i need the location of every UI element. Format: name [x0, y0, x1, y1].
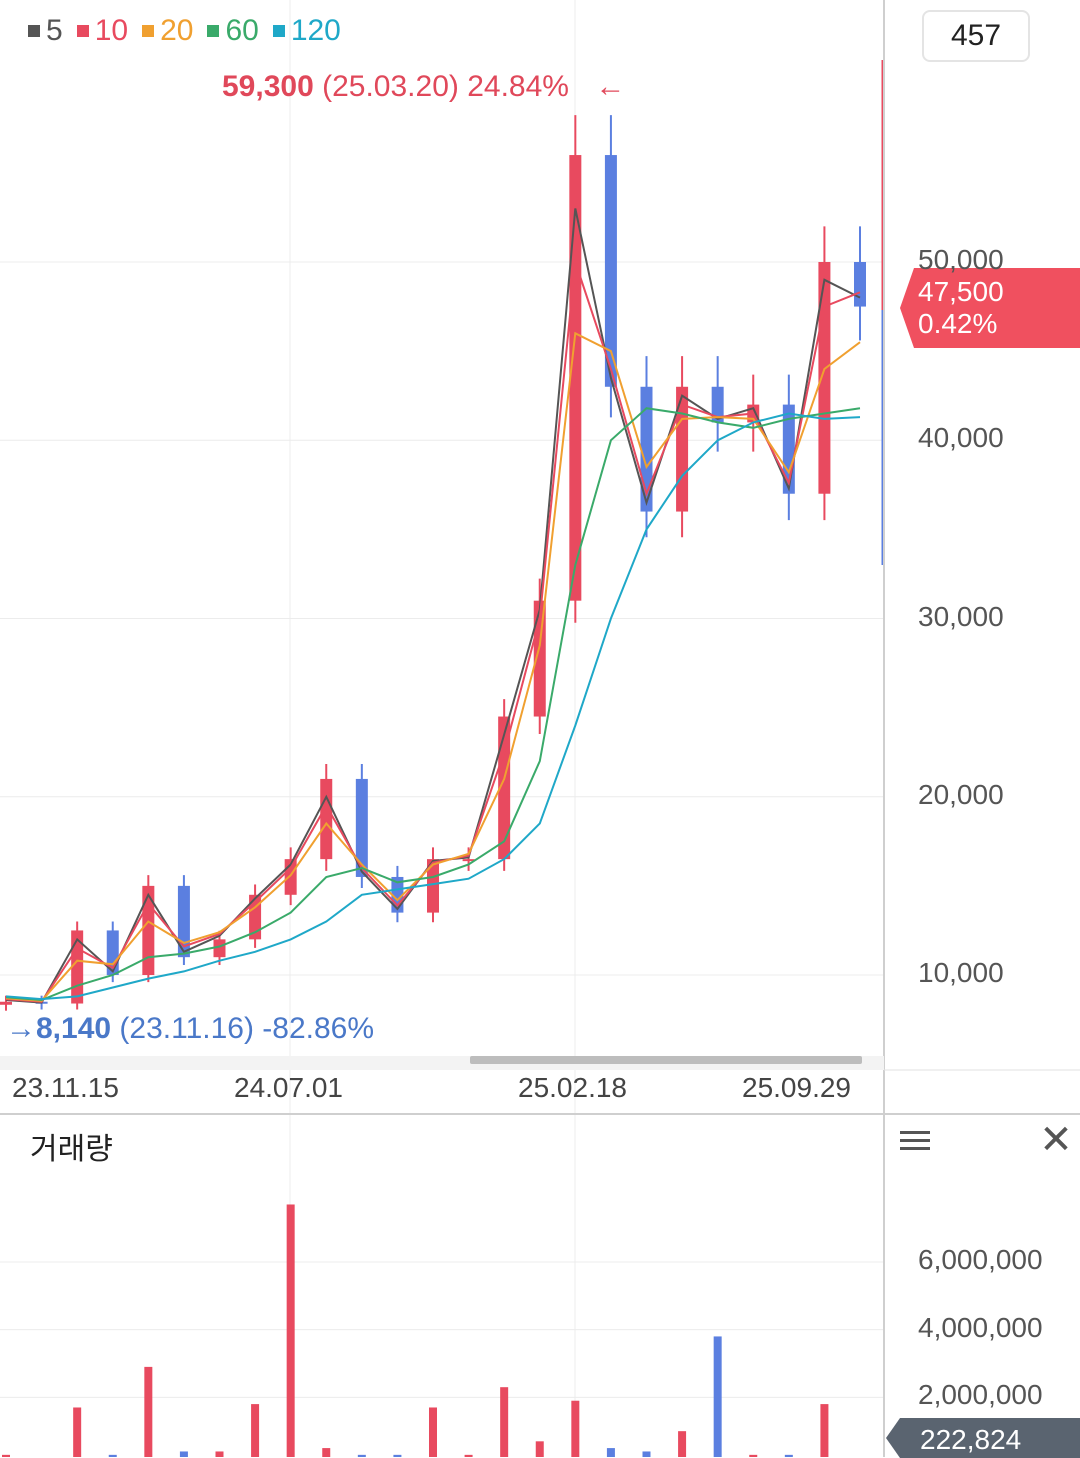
legend-item-ma10[interactable]: 10 — [76, 14, 129, 48]
ma-line-5 — [5, 208, 861, 1004]
volume-bar — [464, 1454, 473, 1457]
candle-body — [854, 262, 866, 307]
volume-bars — [2, 1204, 829, 1457]
ma-line-120 — [5, 412, 861, 1001]
high-date: (25.03.20) — [322, 70, 459, 103]
menu-icon[interactable] — [900, 1126, 930, 1154]
volume-last-value: 222,824 — [920, 1424, 1022, 1455]
volume-bar — [393, 1454, 402, 1457]
current-price: 47,500 — [918, 276, 1004, 307]
volume-bar — [2, 1454, 10, 1457]
price-tick-label: 30,000 — [918, 600, 1004, 632]
current-change: 0.42% — [918, 308, 998, 339]
volume-bar — [251, 1404, 260, 1457]
legend-item-ma60[interactable]: 60 — [207, 14, 259, 48]
volume-bar — [108, 1454, 117, 1457]
volume-bar — [820, 1404, 829, 1457]
low-date: (23.11.16) — [119, 1012, 254, 1045]
legend-swatch-ma10 — [76, 25, 89, 37]
volume-bar — [215, 1451, 224, 1457]
close-icon[interactable]: ✕ — [1039, 1118, 1073, 1162]
legend-label-ma20: 20 — [160, 14, 194, 47]
candle-body — [177, 885, 190, 958]
price-tick-label: 50,000 — [918, 244, 1004, 275]
volume-bar — [144, 1366, 153, 1457]
volume-bar — [713, 1336, 722, 1457]
scrollbar-thumb — [470, 1056, 862, 1064]
price-tick-label: 40,000 — [918, 422, 1004, 454]
volume-tick-label: 6,000,000 — [918, 1244, 1043, 1275]
low-marker: →8,140 (23.11.16) -82.86% — [6, 1012, 374, 1046]
legend-label-ma5: 5 — [46, 14, 63, 47]
volume-title: 거래량 — [30, 1133, 113, 1166]
volume-bar — [286, 1204, 295, 1457]
candle-body — [569, 155, 582, 601]
legend-swatch-ma60 — [207, 25, 220, 37]
ma-legend: 5 10 20 60 120 — [28, 14, 341, 48]
volume-bar — [535, 1441, 544, 1457]
legend-item-ma5[interactable]: 5 — [28, 14, 63, 48]
candle-count-button[interactable]: 457 — [922, 10, 1030, 62]
low-arrow-icon: → — [6, 1012, 36, 1045]
price-tick-label: 20,000 — [918, 778, 1004, 810]
date-tick-label: 24.07.01 — [234, 1072, 343, 1103]
date-tick-label: 25.02.18 — [518, 1072, 627, 1103]
volume-bar — [179, 1451, 188, 1457]
volume-tag-shape — [886, 1418, 1080, 1458]
high-pct: 24.84% — [467, 70, 569, 103]
candle-body — [142, 885, 155, 975]
volume-bar — [500, 1387, 509, 1457]
low-pct: -82.86% — [262, 1012, 375, 1045]
candle-body — [462, 859, 475, 862]
volume-bar — [749, 1454, 758, 1457]
volume-tick-label: 4,000,000 — [918, 1311, 1043, 1343]
volume-tick-label: 2,000,000 — [918, 1379, 1043, 1411]
legend-swatch-ma120 — [272, 25, 285, 37]
candle-body — [604, 155, 617, 387]
date-tick-label: 25.09.29 — [742, 1072, 851, 1103]
grid-lines — [0, 0, 884, 1457]
current-price-tag: 47,500 0.42% — [900, 268, 1080, 348]
legend-label-ma10: 10 — [94, 14, 129, 47]
candle-count-value: 457 — [950, 19, 1002, 52]
volume-bar — [606, 1448, 615, 1457]
candle-body — [711, 386, 724, 423]
date-tick-label: 23.11.15 — [12, 1072, 119, 1103]
volume-bar — [429, 1407, 437, 1457]
legend-label-ma120: 120 — [290, 14, 341, 47]
candle-body — [427, 859, 439, 913]
candle-body — [213, 939, 226, 958]
volume-bar — [784, 1454, 793, 1457]
volume-bar — [322, 1448, 331, 1457]
candle-body — [355, 778, 368, 877]
volume-bar — [357, 1454, 366, 1457]
moving-average-lines — [5, 208, 861, 1004]
price-tick-label: 10,000 — [918, 957, 1004, 988]
high-marker: 59,300 (25.03.20) 24.84% ← — [222, 70, 625, 104]
candle-body — [498, 716, 511, 860]
volume-bar — [571, 1400, 580, 1457]
price-tag-shape — [900, 268, 1080, 348]
candle-body — [0, 1001, 12, 1005]
legend-swatch-ma5 — [28, 25, 40, 37]
volume-bar — [642, 1451, 651, 1457]
volume-last-tag: 222,824 — [886, 1418, 1080, 1458]
volume-bar — [73, 1407, 82, 1457]
candle-body — [818, 262, 831, 494]
ma-line-20 — [5, 331, 861, 1002]
high-arrow-icon: ← — [595, 70, 626, 103]
high-price: 59,300 — [222, 70, 314, 103]
legend-label-ma60: 60 — [225, 14, 259, 47]
low-price: 8,140 — [36, 1012, 112, 1045]
legend-item-ma20[interactable]: 20 — [142, 14, 193, 48]
legend-item-ma120[interactable]: 120 — [272, 14, 341, 48]
legend-swatch-ma20 — [142, 25, 155, 37]
candle-body — [249, 894, 262, 940]
ma-line-60 — [5, 407, 861, 1002]
volume-bar — [678, 1431, 687, 1457]
candle-body — [320, 778, 333, 860]
